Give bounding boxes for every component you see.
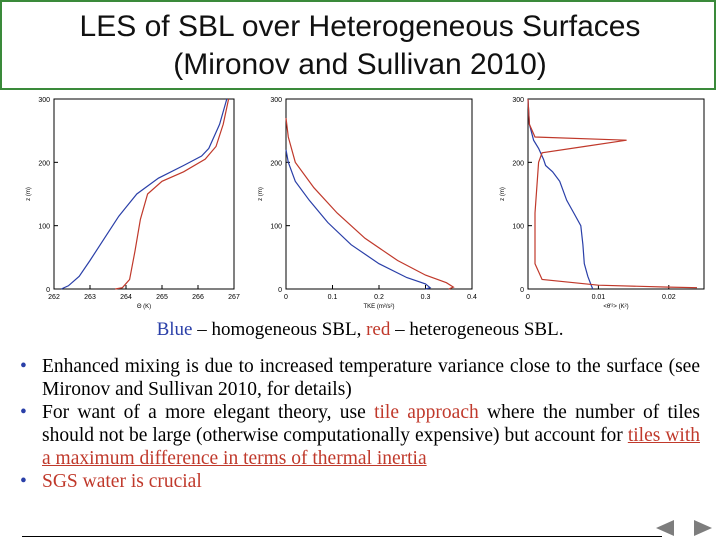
- caption-blue: Blue: [156, 319, 193, 340]
- y-tick-label: 300: [512, 97, 524, 104]
- theta-profile-chart: 262 263 264 265 266 267 0 100 200 300 Θ (K) z (m): [26, 97, 240, 310]
- slide-title-line1: LES of SBL over Heterogeneous Surfaces: [79, 10, 641, 43]
- bottom-divider: [22, 536, 662, 537]
- nav-next-icon[interactable]: [694, 520, 712, 536]
- bullet-dot-icon: •: [20, 471, 27, 492]
- y-tick-label: 0: [46, 287, 50, 294]
- y-tick-label: 200: [512, 160, 524, 167]
- slide-nav: [656, 520, 712, 536]
- x-tick-label: 0.1: [328, 294, 338, 301]
- x-tick-label: 267: [228, 294, 240, 301]
- x-tick-label: 0.2: [374, 294, 384, 301]
- y-tick-label: 200: [270, 160, 282, 167]
- x-axis-label: Θ (K): [137, 304, 151, 310]
- x-tick-label: 266: [192, 294, 204, 301]
- tke-profile-chart: 0 0.1 0.2 0.3 0.4 0 100 200 300 TKE (m²/s²) z (m): [258, 97, 477, 310]
- nav-prev-icon[interactable]: [656, 520, 674, 536]
- series-line-homogeneous: [285, 149, 432, 290]
- bullet-dot-icon: •: [20, 402, 27, 423]
- bullet-2-pre: For want of a more elegant theory, use: [42, 402, 375, 423]
- x-tick-label: 265: [156, 294, 168, 301]
- series-line-heterogeneous: [115, 98, 230, 290]
- bullet-2-highlight: tile approach: [374, 402, 479, 423]
- caption-red: red: [366, 319, 391, 340]
- bullet-2-mid: where the number of tiles should not be …: [42, 402, 700, 446]
- caption-end: – heterogeneous SBL.: [390, 319, 564, 340]
- figure-caption: Blue – homogeneous SBL, red – heterogene…: [0, 319, 720, 341]
- x-axis-label: <θ'²> (K²): [603, 304, 628, 310]
- y-axis-label: z (m): [258, 187, 264, 201]
- y-axis-label: z (m): [500, 187, 506, 201]
- y-tick-label: 0: [520, 287, 524, 294]
- y-tick-label: 100: [512, 224, 524, 231]
- slide-title-line2: (Mironov and Sullivan 2010): [173, 48, 547, 81]
- y-tick-label: 300: [270, 97, 282, 104]
- x-tick-label: 263: [84, 294, 96, 301]
- plot-frame: [527, 98, 705, 290]
- x-tick-label: 0.02: [662, 294, 676, 301]
- series-line-homogeneous: [527, 98, 594, 290]
- bullet-item: • SGS water is crucial: [20, 470, 700, 493]
- caption-mid: – homogeneous SBL,: [192, 319, 367, 340]
- plot-frame: [285, 98, 473, 290]
- temperature-variance-chart: 0 0.01 0.02 0 100 200 300 <θ'²> (K²) z (m): [500, 97, 705, 310]
- bullet-2-underlined: tiles with a maximum difference in terms…: [42, 425, 700, 469]
- bullet-1-text: Enhanced mixing is due to increased temp…: [42, 356, 700, 400]
- y-axis-label: z (m): [26, 187, 32, 201]
- x-tick-label: 0.4: [467, 294, 477, 301]
- y-tick-label: 200: [38, 160, 50, 167]
- series-line-heterogeneous: [527, 98, 698, 289]
- bullet-list: • Enhanced mixing is due to increased te…: [20, 355, 700, 493]
- y-tick-label: 0: [278, 287, 282, 294]
- y-tick-label: 300: [38, 97, 50, 104]
- bullet-3-text: SGS water is crucial: [42, 471, 202, 492]
- x-tick-label: 0.3: [421, 294, 431, 301]
- y-tick-label: 100: [270, 224, 282, 231]
- y-tick-label: 100: [38, 224, 50, 231]
- x-axis-label: TKE (m²/s²): [364, 304, 395, 310]
- plot-frame: [53, 98, 235, 290]
- title-box: LES of SBL over Heterogeneous Surfaces (…: [0, 0, 716, 90]
- series-line-heterogeneous: [285, 117, 455, 290]
- x-tick-label: 0: [284, 294, 288, 301]
- bullet-item: • For want of a more elegant theory, use…: [20, 401, 700, 470]
- x-tick-label: 264: [120, 294, 132, 301]
- bullet-dot-icon: •: [20, 356, 27, 377]
- series-line-homogeneous: [60, 98, 228, 290]
- x-tick-label: 0: [526, 294, 530, 301]
- x-tick-label: 0.01: [592, 294, 606, 301]
- x-tick-label: 262: [48, 294, 60, 301]
- bullet-item: • Enhanced mixing is due to increased te…: [20, 355, 700, 401]
